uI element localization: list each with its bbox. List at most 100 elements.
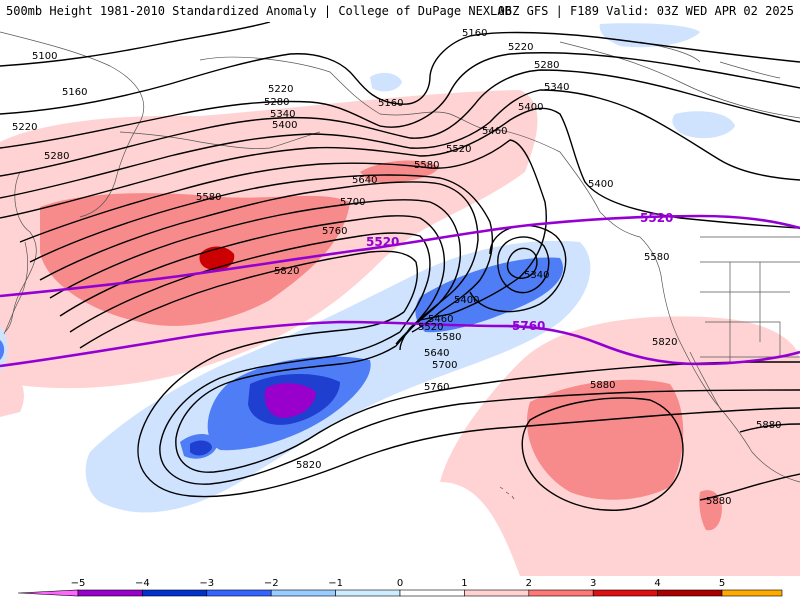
positive-anomaly-region xyxy=(0,352,24,417)
contour-5760 xyxy=(159,331,800,485)
contour-label: 5340 xyxy=(524,270,549,281)
contour-label: 5280 xyxy=(264,97,289,108)
negative-anomaly-region xyxy=(370,72,402,92)
contour-label: 5760 xyxy=(424,382,449,393)
climo-5520-line xyxy=(0,214,800,298)
contour-label: 5100 xyxy=(32,51,57,62)
contour-label: 5580 xyxy=(436,332,461,343)
colorbar-tick-label: −4 xyxy=(135,578,150,589)
contour-label: 5160 xyxy=(62,87,87,98)
contour-label: 5820 xyxy=(296,460,321,471)
contour-label: 5640 xyxy=(352,175,377,186)
anomaly-colorbar: −5 −4 −3 −2 −1 0 1 2 3 4 5 xyxy=(0,576,800,600)
contour-5160 xyxy=(0,31,800,115)
colorbar-segment xyxy=(464,589,530,597)
aleutian-islands xyxy=(119,131,321,149)
contour-label: 5400 xyxy=(454,295,479,306)
colorbar-segment xyxy=(399,589,465,597)
contour-label: 5460 xyxy=(482,126,507,137)
contour-label: 5700 xyxy=(432,360,457,371)
contour-label: 5880 xyxy=(590,380,615,391)
positive-anomaly-region xyxy=(360,160,440,183)
canada-coastline xyxy=(559,41,800,119)
contour-label: 5880 xyxy=(706,496,731,507)
positive-anomaly-region xyxy=(699,490,722,531)
colorbar-tick-labels: −5 −4 −3 −2 −1 0 1 2 3 4 5 xyxy=(71,578,726,589)
contour-5880 xyxy=(521,397,684,511)
contour-label: 5760 xyxy=(322,226,347,237)
contour-5880 xyxy=(699,473,800,501)
geography-outlines xyxy=(0,31,800,500)
positive-anomaly-core xyxy=(199,246,235,271)
colorbar-tick-label: 3 xyxy=(590,578,596,589)
contour-5820 xyxy=(79,250,418,349)
negative-anomaly-region xyxy=(0,340,5,360)
contour-5820 xyxy=(137,311,800,498)
contour-closed-low xyxy=(497,236,550,294)
colorbar-segment xyxy=(528,589,594,597)
climatology-contours xyxy=(0,214,800,368)
contour-label: 5160 xyxy=(462,28,487,39)
map-header: 500mb Height 1981-2010 Standardized Anom… xyxy=(0,0,800,22)
colorbar-segment xyxy=(335,589,401,597)
contour-labels: 5100 5160 5160 5160 5220 5220 5220 5280 … xyxy=(12,28,781,507)
contour-label: 5340 xyxy=(270,109,295,120)
contour-5280 xyxy=(0,69,800,177)
contour-label: 5520 xyxy=(418,322,443,333)
colorbar-segment xyxy=(17,589,79,597)
colorbar-segment xyxy=(206,589,272,597)
colorbar-tick-label: 2 xyxy=(526,578,532,589)
hawaii-islands xyxy=(499,486,515,500)
negative-anomaly-region xyxy=(672,111,735,139)
contour-5520 xyxy=(29,174,493,333)
contour-label: 5520 xyxy=(446,144,471,155)
japan-coastline xyxy=(3,241,28,335)
map-panel[interactable]: 5100 5160 5160 5160 5220 5220 5220 5280 … xyxy=(0,22,800,576)
alaska-coastline xyxy=(199,56,641,238)
colorbar-segment xyxy=(721,589,783,597)
contour-label: 5820 xyxy=(652,337,677,348)
colorbar-segment xyxy=(270,589,336,597)
colorbar-tick-label: 5 xyxy=(719,578,725,589)
colorbar-segment xyxy=(77,589,143,597)
model-run-info: 06Z GFS | F189 Valid: 03Z WED APR 02 202… xyxy=(497,4,794,18)
contour-5400 xyxy=(0,107,800,229)
contour-label: 5160 xyxy=(378,98,403,109)
north-america-coastline xyxy=(639,236,800,483)
contour-label: 5400 xyxy=(518,102,543,113)
contour-label: 5220 xyxy=(268,84,293,95)
contour-label: 5640 xyxy=(424,348,449,359)
contour-label: 5820 xyxy=(274,266,299,277)
positive-anomaly-region xyxy=(526,379,684,500)
contour-label: 5580 xyxy=(196,192,221,203)
colorbar-tick-label: −1 xyxy=(328,578,343,589)
contour-label: 5280 xyxy=(44,151,69,162)
colorbar-tick-label: −5 xyxy=(71,578,86,589)
climo-label: 5520 xyxy=(640,211,673,225)
colorbar-segments xyxy=(17,589,783,597)
climo-label: 5520 xyxy=(366,235,399,249)
contour-5100 xyxy=(0,22,271,67)
contour-5880 xyxy=(739,423,800,433)
contour-5340 xyxy=(0,89,800,199)
contour-5460 xyxy=(19,139,547,321)
contour-label: 5580 xyxy=(414,160,439,171)
colorbar-segment xyxy=(657,589,723,597)
us-borders xyxy=(700,236,800,362)
contour-label: 5580 xyxy=(644,252,669,263)
colorbar-tick-label: 0 xyxy=(397,578,403,589)
contour-label: 5280 xyxy=(534,60,559,71)
colorbar-segment xyxy=(142,589,208,597)
contour-label: 5700 xyxy=(340,197,365,208)
contour-label: 5220 xyxy=(508,42,533,53)
colorbar-tick-label: −3 xyxy=(199,578,214,589)
colorbar-tick-label: 4 xyxy=(654,578,660,589)
climo-label: 5760 xyxy=(512,319,545,333)
contour-label: 5880 xyxy=(756,420,781,431)
contour-5640 xyxy=(49,199,462,345)
baja-coastline xyxy=(689,351,723,413)
contour-5220 xyxy=(0,52,800,149)
contour-label: 5460 xyxy=(428,314,453,325)
contour-5640 xyxy=(175,345,800,473)
contour-5700 xyxy=(59,215,446,347)
